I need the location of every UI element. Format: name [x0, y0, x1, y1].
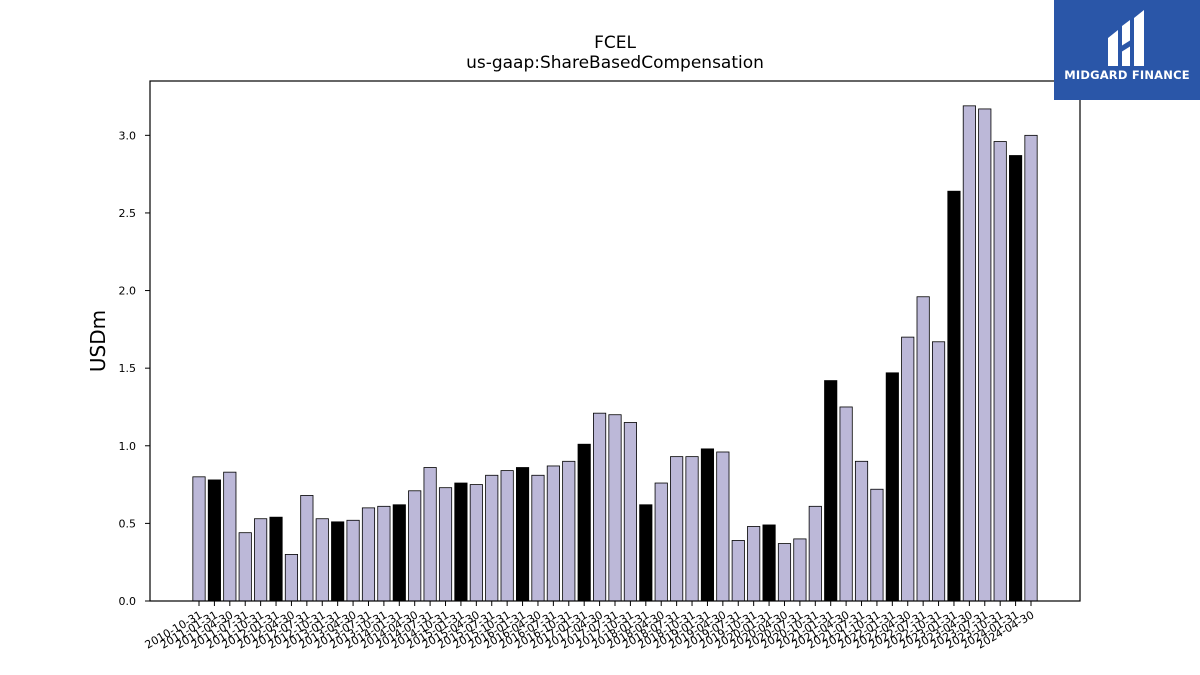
bar-2023-10-31 [993, 141, 1007, 602]
y-tick-label: 0.5 [119, 517, 137, 530]
chart-title: FCEL [594, 33, 636, 53]
bar-2020-04-30 [777, 543, 792, 602]
bar-2016-04-30 [531, 474, 545, 602]
bar-2018-04-30 [654, 482, 668, 602]
bar-2014-01-31 [392, 504, 406, 602]
bar-2013-04-30 [346, 519, 360, 602]
bar-2014-04-30 [408, 490, 422, 602]
bar-2011-01-31 [207, 479, 221, 602]
bar-2018-01-31 [639, 504, 653, 602]
bar-2023-07-31 [978, 108, 992, 602]
plot-frame [149, 80, 1081, 602]
bar-2013-10-31 [377, 505, 391, 602]
bar-2011-04-30 [223, 471, 237, 602]
bar-2015-01-31 [454, 482, 468, 602]
bar-2018-10-31 [685, 456, 699, 602]
y-tick-label: 2.0 [119, 285, 137, 298]
bar-2022-07-31 [916, 296, 930, 602]
bar-2020-10-31 [808, 505, 822, 602]
bar-2015-04-30 [469, 484, 483, 602]
bar-2016-01-31 [515, 467, 530, 602]
y-tick-label: 1.0 [119, 440, 137, 453]
bar-2021-01-31 [824, 380, 838, 602]
bar-2010-10-31 [192, 476, 206, 602]
bar-2017-01-31 [577, 443, 591, 602]
y-tick-label: 1.5 [119, 362, 137, 375]
bar-2018-07-31 [670, 456, 684, 602]
bar-2022-01-31 [885, 372, 899, 602]
bar-2012-07-31 [300, 495, 314, 602]
bar-2015-07-31 [485, 474, 499, 602]
bar-2016-10-31 [562, 460, 576, 602]
y-tick-label: 0.0 [119, 595, 137, 608]
bar-2022-10-31 [931, 341, 946, 602]
brand-logo: MIDGARD FINANCE [1054, 0, 1200, 100]
y-axis-label: USDm [86, 310, 110, 372]
bar-2017-07-31 [608, 414, 622, 602]
bar-2013-01-31 [331, 521, 345, 602]
bar-2012-01-31 [269, 516, 283, 602]
bar-2021-07-31 [854, 460, 869, 602]
y-tick-label: 3.0 [119, 129, 137, 142]
bar-2012-10-31 [315, 518, 329, 602]
bar-2016-07-31 [546, 465, 560, 602]
bar-2020-01-31 [762, 524, 776, 602]
bar-2022-04-30 [901, 336, 915, 602]
bar-2021-04-30 [839, 406, 853, 602]
brand-name: MIDGARD FINANCE [1064, 68, 1190, 82]
bar-2015-10-31 [500, 470, 514, 602]
bar-2021-10-31 [870, 488, 884, 602]
bar-2014-07-31 [423, 467, 437, 602]
y-axis: 0.0 0.5 1.0 1.5 2.0 2.5 3.0 [119, 129, 150, 608]
bar-series [192, 105, 1038, 602]
chart-subtitle: us-gaap:ShareBasedCompensation [466, 53, 764, 73]
bar-2019-01-31 [700, 448, 715, 602]
bar-2011-07-31 [238, 532, 252, 602]
bar-2020-07-31 [793, 538, 807, 602]
bar-2011-10-31 [254, 518, 268, 602]
bar-2017-10-31 [623, 422, 637, 602]
bar-2013-07-31 [361, 507, 376, 602]
bar-2019-10-31 [747, 526, 761, 602]
x-axis: 2010-10-312011-01-312011-04-302011-07-31… [143, 601, 1037, 652]
bar-2012-04-30 [284, 554, 299, 602]
bar-2023-04-30 [962, 105, 976, 602]
midgard-logo-icon [1108, 10, 1144, 66]
bar-2019-07-31 [731, 540, 745, 602]
bar-2024-04-30 [1024, 134, 1038, 602]
y-tick-label: 2.5 [119, 207, 137, 220]
bar-2019-04-30 [716, 451, 730, 602]
bar-2017-04-30 [593, 412, 607, 602]
bar-2023-01-31 [947, 190, 961, 602]
bar-2024-01-31 [1009, 155, 1023, 602]
bar-2014-10-31 [438, 487, 453, 602]
